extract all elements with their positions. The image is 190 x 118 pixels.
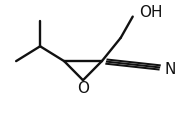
Text: OH: OH	[140, 5, 163, 20]
Text: O: O	[77, 81, 89, 96]
Text: N: N	[164, 62, 176, 77]
